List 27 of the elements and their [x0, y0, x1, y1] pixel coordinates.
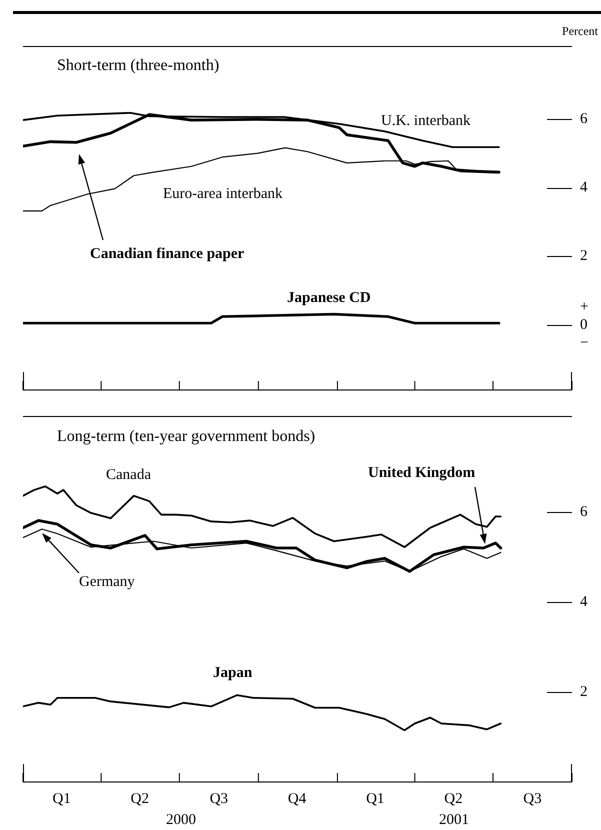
x-tick-label: Q2 [444, 790, 463, 807]
x-tick-label: Q1 [52, 790, 71, 807]
y-tick-label: + 0 − [580, 298, 588, 351]
chart-title: Long-term (ten-year government bonds) [57, 428, 316, 446]
text: 2001 [439, 812, 469, 828]
y-tick-label: 6 [580, 110, 588, 127]
series-label: Euro-area interbank [163, 186, 284, 202]
series-label: Canada [106, 466, 152, 483]
x-tick-label: Q3 [210, 790, 228, 807]
series-label: Germany [79, 574, 136, 590]
text: 2000 [166, 812, 196, 828]
y-tick-label: 4 [580, 180, 588, 196]
x-tick-label: Q1 [366, 790, 384, 807]
y-tick-label: 6 [580, 504, 588, 520]
y-tick-label: 2 [580, 684, 588, 700]
x-tick-label: Q3 [523, 790, 542, 807]
y-tick-label: 4 [580, 594, 588, 610]
series-label: Japan [213, 664, 253, 681]
y-axis-title: Percent [562, 24, 599, 38]
series-label: U.K. interbank [381, 112, 472, 129]
x-tick-label: Q4 [288, 790, 307, 807]
text: United Kingdom [368, 464, 476, 481]
y-tick-label: 2 [580, 248, 588, 264]
text: Short-term (three-month) [57, 57, 220, 74]
text: Canadian finance paper [90, 246, 245, 262]
x-tick-label: Q2 [130, 790, 150, 807]
series-label: Japanese CD [287, 290, 371, 306]
